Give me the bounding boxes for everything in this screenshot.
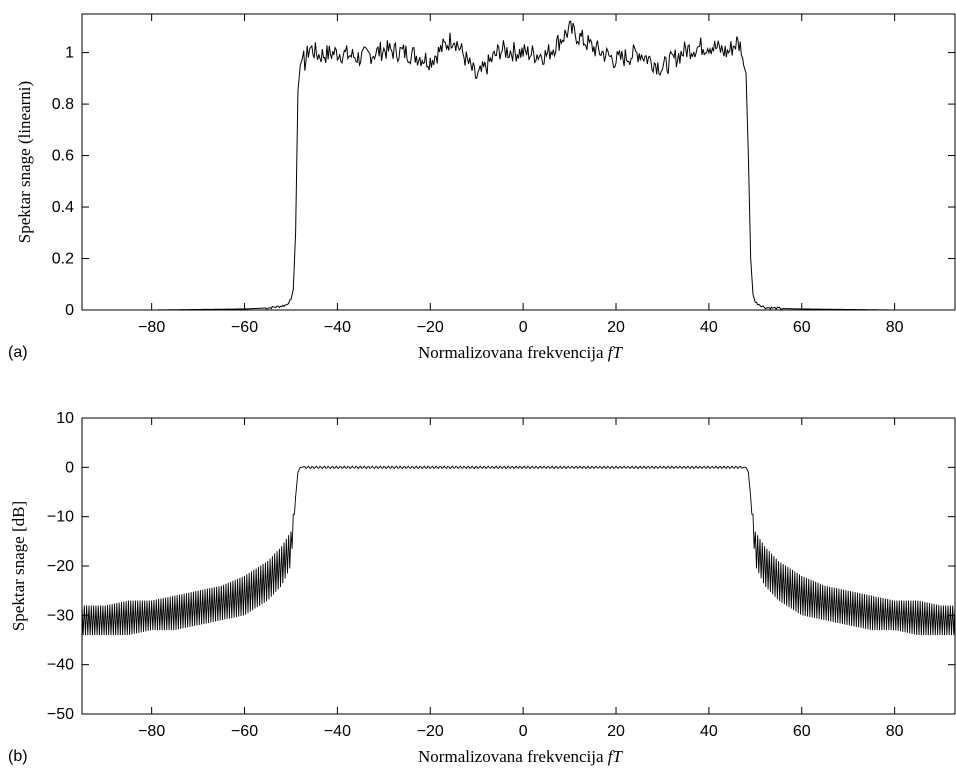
panel-a-y-tick-label: 0.2: [52, 251, 74, 268]
panel-a: −80 −60 −40 −20 0 20 40 60 80 0 0.2 0.4 0.6 0.8 1 Nor…: [8, 13, 956, 362]
panel-a-y-tick-label: 1: [65, 45, 74, 62]
panel-b-x-tick-label: 20: [607, 723, 625, 740]
panel-a-x-tick-label: 20: [607, 319, 625, 336]
panel-a-y-axis-label: Spektar snage (linearni): [15, 81, 34, 243]
panel-b-x-tick-label: 40: [700, 723, 718, 740]
panel-a-x-tick-label: 0: [519, 319, 528, 336]
panel-a-x-tick-label: −60: [231, 319, 258, 336]
panel-a-spectrum-line: [82, 20, 955, 311]
panel-b: −80 −60 −40 −20 0 20 40 60 80 −50 −40 −30 −20 −10 0 10…: [8, 410, 956, 766]
panel-b-x-tick-label: −60: [231, 723, 258, 740]
panel-a-x-tick-label: 40: [700, 319, 718, 336]
panel-a-y-tick-label: 0.6: [52, 148, 74, 165]
panel-b-y-tick-label: −10: [47, 509, 74, 526]
panel-a-x-tick-label: 80: [886, 319, 904, 336]
panel-b-x-axis-label: Normalizovana frekvencija fT: [418, 747, 623, 766]
panel-a-x-tick-label: −80: [138, 319, 165, 336]
panel-a-y-tick-label: 0: [65, 302, 74, 319]
panel-b-y-tick-label: 10: [56, 410, 74, 427]
panel-b-y-tick-label: −20: [47, 558, 74, 575]
panel-b-x-tick-label: 80: [886, 723, 904, 740]
panel-b-x-tick-label: 60: [793, 723, 811, 740]
panel-b-x-tick-label: −40: [324, 723, 351, 740]
panel-b-y-tick-label: −50: [47, 706, 74, 723]
panel-a-x-tick-label: −40: [324, 319, 351, 336]
panel-a-y-tick-label: 0.8: [52, 96, 74, 113]
panel-b-x-tick-label: −80: [138, 723, 165, 740]
panel-a-label: (a): [8, 344, 28, 361]
panel-a-y-tick-label: 0.4: [52, 199, 74, 216]
panel-b-y-tick-label: −30: [47, 607, 74, 624]
panel-b-spectrum-line: [81, 465, 956, 636]
panel-b-y-tick-label: 0: [65, 459, 74, 476]
panel-b-x-tick-label: −20: [417, 723, 444, 740]
panel-a-x-ticks: −80 −60 −40 −20 0 20 40 60 80: [138, 14, 904, 336]
panel-a-axes-box: [81, 13, 956, 311]
panel-a-x-tick-label: 60: [793, 319, 811, 336]
panel-b-x-tick-label: 0: [519, 723, 528, 740]
panel-b-label: (b): [8, 748, 28, 765]
panel-b-y-tick-label: −40: [47, 657, 74, 674]
panel-b-y-ticks: −50 −40 −30 −20 −10 0 10: [47, 410, 955, 723]
panel-a-x-tick-label: −20: [417, 319, 444, 336]
panel-b-x-ticks: −80 −60 −40 −20 0 20 40 60 80: [138, 418, 904, 740]
panel-b-y-axis-label: Spektar snage [dB]: [9, 501, 28, 631]
panel-a-x-axis-label: Normalizovana frekvencija fT: [418, 343, 623, 362]
panel-b-axes-box: [81, 417, 956, 715]
